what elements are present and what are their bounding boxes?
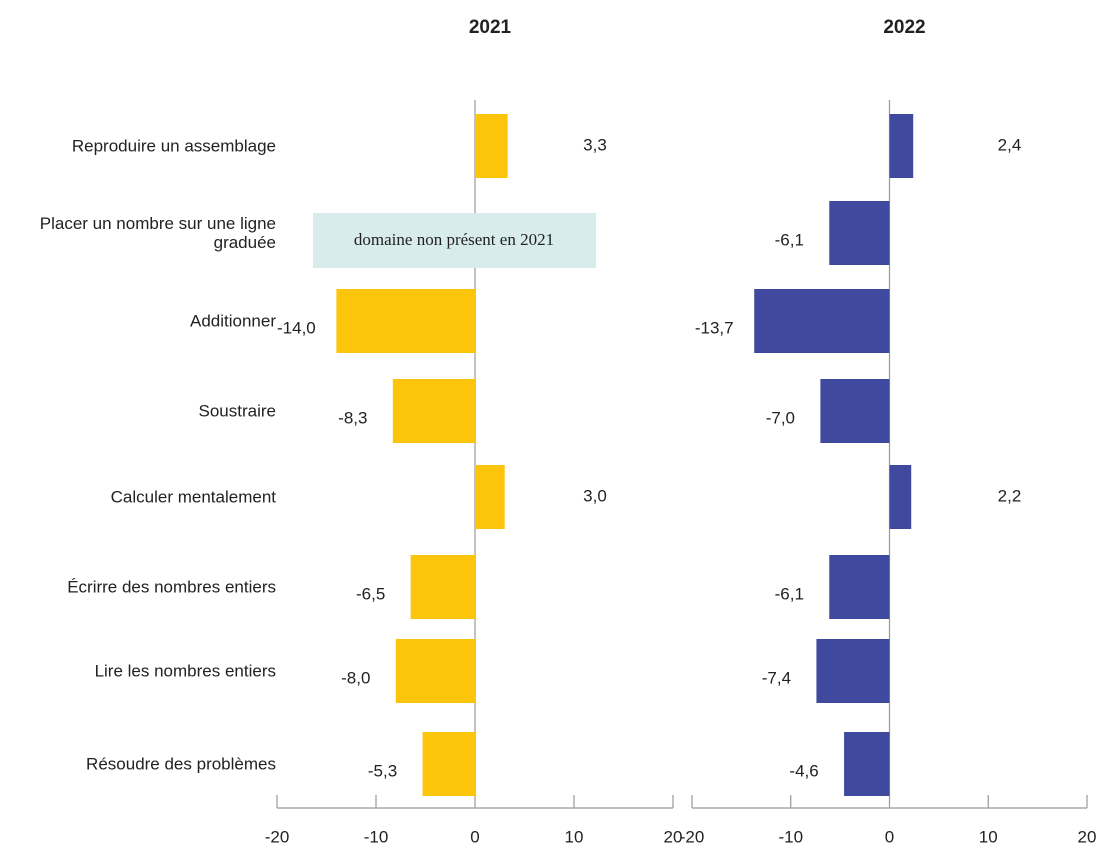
value-label: 2,4 bbox=[998, 135, 1022, 154]
value-label: -5,3 bbox=[368, 761, 397, 780]
bar bbox=[820, 379, 890, 443]
x-tick-label: -20 bbox=[265, 827, 290, 846]
x-tick-label: 0 bbox=[470, 827, 479, 846]
value-label: -14,0 bbox=[277, 318, 316, 337]
value-label: -13,7 bbox=[695, 318, 734, 337]
bar bbox=[475, 465, 505, 529]
category-label: Calculer mentalement bbox=[110, 487, 276, 507]
x-tick-label: 10 bbox=[565, 827, 584, 846]
bar bbox=[392, 379, 475, 443]
bar bbox=[422, 732, 475, 796]
bar bbox=[844, 732, 890, 796]
x-tick-label: 20 bbox=[1078, 827, 1097, 846]
bar bbox=[336, 289, 475, 353]
bar bbox=[410, 555, 475, 619]
x-tick-label: -10 bbox=[778, 827, 803, 846]
category-label: Additionner bbox=[189, 311, 276, 331]
value-label: -6,5 bbox=[356, 584, 385, 603]
value-label: 3,0 bbox=[583, 486, 607, 505]
bar bbox=[475, 114, 508, 178]
bar bbox=[816, 639, 890, 703]
x-tick-label: -20 bbox=[680, 827, 705, 846]
value-label: -4,6 bbox=[789, 761, 818, 780]
bar bbox=[829, 201, 890, 265]
x-tick-label: 20 bbox=[664, 827, 683, 846]
category-label: Reproduire un assemblage bbox=[71, 136, 276, 156]
value-label: -6,1 bbox=[775, 584, 804, 603]
bar bbox=[395, 639, 475, 703]
value-label: 3,3 bbox=[583, 135, 607, 154]
bar bbox=[889, 465, 912, 529]
annotation-box bbox=[313, 213, 596, 268]
value-label: -7,4 bbox=[762, 668, 791, 687]
value-label: -6,1 bbox=[775, 230, 804, 249]
value-label: 2,2 bbox=[998, 486, 1022, 505]
category-label: Écrirre des nombres entiers bbox=[67, 577, 276, 597]
bar bbox=[829, 555, 890, 619]
panel-title: 2021 bbox=[469, 17, 512, 38]
value-label: -8,3 bbox=[338, 408, 367, 427]
bar bbox=[754, 289, 890, 353]
category-label: Lire les nombres entiers bbox=[94, 661, 276, 681]
x-tick-label: 0 bbox=[885, 827, 894, 846]
value-label: -8,0 bbox=[341, 668, 370, 687]
x-tick-label: -10 bbox=[364, 827, 389, 846]
category-label: Placer un nombre sur une ligne graduée bbox=[39, 214, 276, 252]
category-label: Résoudre des problèmes bbox=[86, 754, 276, 774]
value-label: -7,0 bbox=[766, 408, 795, 427]
bar bbox=[889, 114, 914, 178]
panel-title: 2022 bbox=[883, 17, 925, 38]
category-label: Soustraire bbox=[198, 401, 276, 421]
annotation: domaine non présent en 2021 bbox=[354, 230, 554, 249]
x-tick-label: 10 bbox=[979, 827, 998, 846]
